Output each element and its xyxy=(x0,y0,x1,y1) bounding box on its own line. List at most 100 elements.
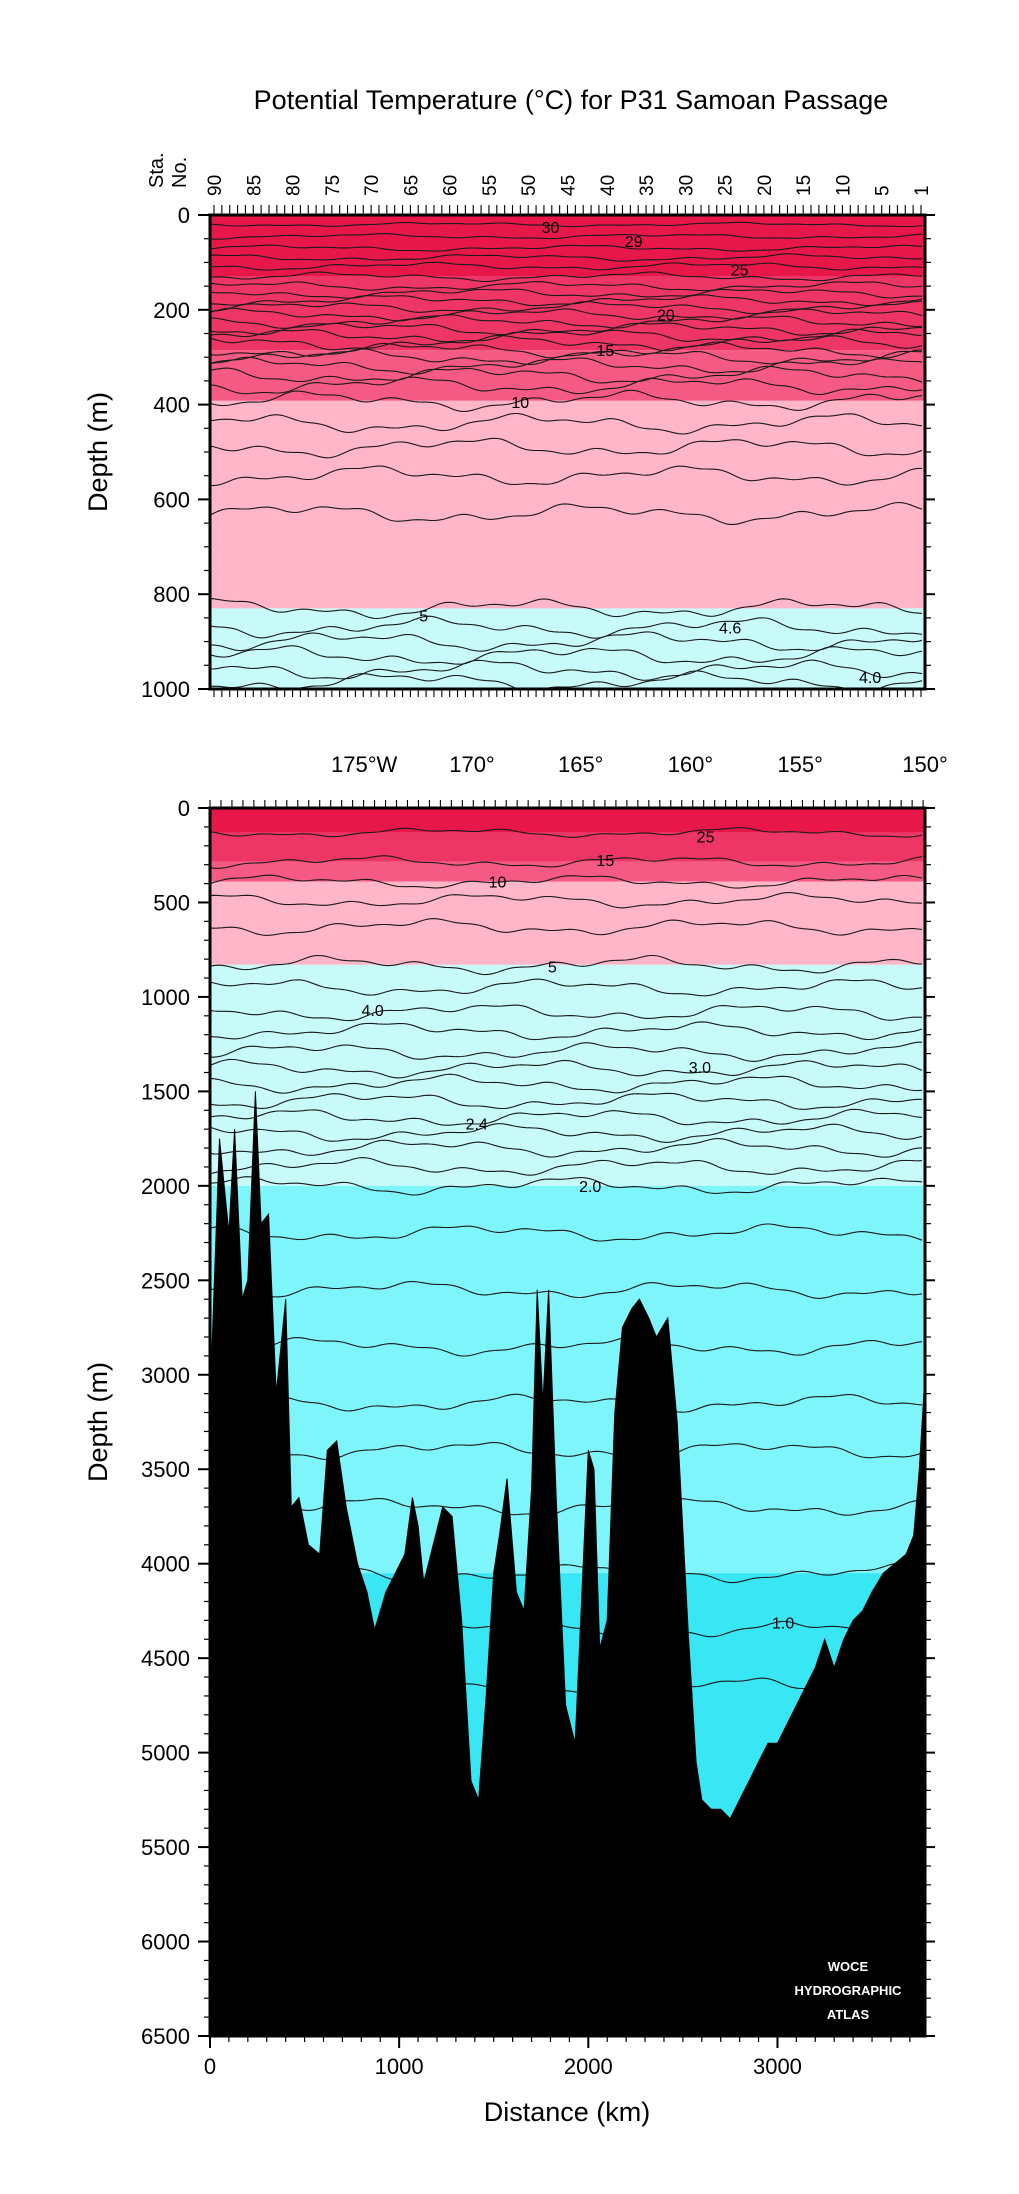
contour-line xyxy=(210,615,923,639)
station-tick-label: 20 xyxy=(755,175,776,196)
bottom-contour-labels: 25 15 10 5 4.0 3.0 2.4 2.0 1.0 0.8 xyxy=(362,829,795,1636)
contour-line xyxy=(210,261,923,271)
contour-line xyxy=(210,244,923,252)
contour-line xyxy=(210,1041,922,1062)
contour-line xyxy=(210,1108,923,1126)
y-tick-label: 3000 xyxy=(141,1363,190,1388)
contour-line xyxy=(210,1393,923,1413)
color-band xyxy=(210,808,925,833)
top-color-bands xyxy=(210,215,925,689)
contour-line xyxy=(210,1137,923,1158)
contour-line xyxy=(210,389,923,412)
watermark-line1: WOCE xyxy=(828,1959,869,1974)
contour-line xyxy=(210,437,923,459)
contour-line xyxy=(210,281,923,292)
y-tick-label: 1500 xyxy=(141,1079,190,1104)
seafloor xyxy=(210,1091,925,2036)
y-tick-label: 4000 xyxy=(141,1552,190,1577)
contour-line xyxy=(210,1058,923,1079)
contour-label: 20 xyxy=(657,308,675,325)
x-tick-label: 1000 xyxy=(375,2054,424,2079)
woce-watermark: WOCE HYDROGRAPHIC ATLAS xyxy=(795,1959,903,2022)
y-tick-label: 800 xyxy=(153,582,190,607)
watermark-line3: ATLAS xyxy=(827,2007,870,2022)
longitude-tick-label: 155° xyxy=(777,752,823,777)
y-tick-label: 6000 xyxy=(141,1930,190,1955)
contour-line xyxy=(210,348,923,366)
contour-line xyxy=(210,253,922,262)
station-tick-label: 60 xyxy=(441,175,462,196)
contour-label: 30 xyxy=(542,220,560,237)
color-band xyxy=(210,608,925,689)
color-band xyxy=(210,1185,925,1574)
station-axis-label-line1: Sta. xyxy=(146,152,168,188)
y-tick-label: 4500 xyxy=(141,1646,190,1671)
contour-label: 3.0 xyxy=(689,1060,711,1077)
top-y-axis: 0 200 400 600 800 1000 xyxy=(141,203,935,702)
contour-label: 0.8 xyxy=(502,1619,524,1636)
contour-line xyxy=(210,271,923,283)
station-tick-label: 85 xyxy=(244,175,265,196)
contour-line xyxy=(210,978,923,997)
y-tick-label: 2000 xyxy=(141,1174,190,1199)
contour-line xyxy=(210,918,923,936)
y-tick-label: 6500 xyxy=(141,2024,190,2049)
color-band xyxy=(210,964,925,1186)
contour-label: 15 xyxy=(596,853,614,870)
station-tick-label: 40 xyxy=(598,175,619,196)
color-band xyxy=(210,861,925,882)
longitude-tick-label: 170° xyxy=(449,752,495,777)
station-axis-label-line2: No. xyxy=(169,157,191,188)
contour-line xyxy=(210,307,923,322)
contour-line xyxy=(210,501,923,525)
station-tick-label: 75 xyxy=(323,175,344,196)
contour-label: 1.0 xyxy=(772,1615,794,1632)
contour-label: 25 xyxy=(697,829,715,846)
station-tick-label: 1 xyxy=(912,185,933,196)
station-axis: 90 85 80 75 70 65 60 55 50 45 40 35 30 25 20 15 10 5 1 xyxy=(205,175,933,215)
y-tick-label: 5000 xyxy=(141,1741,190,1766)
station-tick-label: 70 xyxy=(362,175,383,196)
contour-line xyxy=(210,645,923,665)
station-tick-label: 55 xyxy=(480,175,501,196)
top-contour-labels: 30 29 25 20 15 10 5 4.6 4.0 xyxy=(419,220,881,687)
station-tick-label: 5 xyxy=(873,185,894,196)
top-bottom-ticks xyxy=(213,689,922,697)
contour-line xyxy=(210,659,923,681)
contour-line xyxy=(210,334,923,352)
y-tick-label: 1000 xyxy=(141,985,190,1010)
longitude-axis: 175°W 170° 165° 160° 155° 150° xyxy=(209,752,948,808)
station-tick-label: 25 xyxy=(716,175,737,196)
top-contours xyxy=(210,221,923,689)
contour-line xyxy=(210,288,922,299)
contour-line xyxy=(210,1092,922,1110)
contour-label: 5 xyxy=(548,960,557,977)
station-tick-label: 10 xyxy=(833,175,854,196)
longitude-tick-label: 175°W xyxy=(331,752,398,777)
contour-line xyxy=(210,356,923,375)
contour-label: 4.6 xyxy=(719,620,741,637)
contour-label: 25 xyxy=(731,263,749,280)
bottom-x-axis-label: Distance (km) xyxy=(484,2097,651,2127)
contour-label: 10 xyxy=(489,875,507,892)
contour-line xyxy=(210,631,923,652)
contour-line xyxy=(210,855,923,869)
contour-line xyxy=(210,1123,923,1143)
longitude-tick-label: 150° xyxy=(902,752,948,777)
station-tick-label: 50 xyxy=(519,175,540,196)
contour-line xyxy=(210,233,923,240)
longitude-tick-label: 165° xyxy=(558,752,604,777)
bottom-y-axis: 0 500 1000 1500 2000 2500 3000 3500 4000 4500 5000… xyxy=(141,796,935,2049)
station-tick-label: 45 xyxy=(559,175,580,196)
station-tick-label: 30 xyxy=(676,175,697,196)
contour-line xyxy=(210,874,923,889)
bathymetry xyxy=(210,1091,925,2036)
contour-label: 2.4 xyxy=(466,1117,488,1134)
contour-label: 10 xyxy=(511,395,529,412)
y-tick-label: 5500 xyxy=(141,1835,190,1860)
contour-line xyxy=(210,827,923,838)
top-y-axis-label: Depth (m) xyxy=(83,392,113,512)
station-tick-label: 90 xyxy=(205,175,226,196)
bottom-panel: 25 15 10 5 4.0 3.0 2.4 2.0 1.0 0.8 WOCE HYDROGRAP… xyxy=(83,752,948,2127)
